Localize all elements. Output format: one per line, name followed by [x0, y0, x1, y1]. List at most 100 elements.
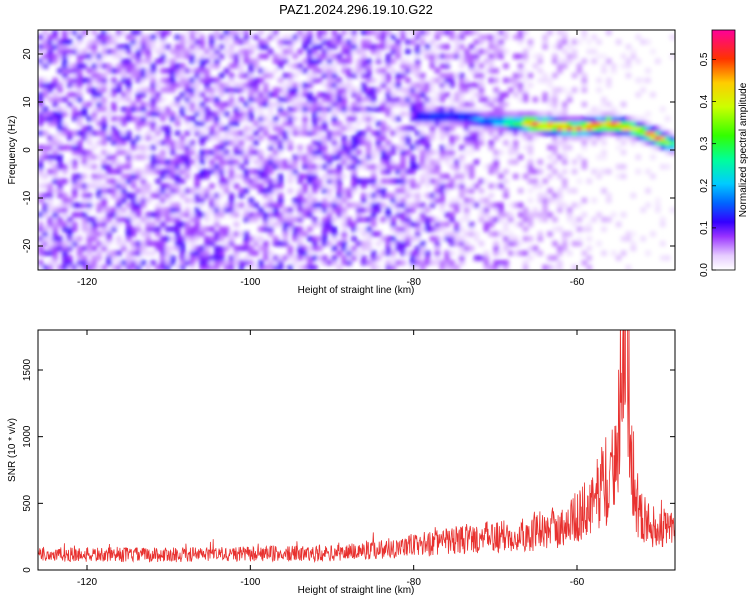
heatmap-cell [268, 106, 274, 112]
heatmap-cell [571, 202, 578, 208]
heatmap-cell [503, 140, 509, 146]
heatmap-cell [52, 236, 58, 242]
heatmap-cell [444, 231, 450, 237]
heatmap-cell [405, 96, 411, 103]
heatmap-cell [390, 264, 396, 270]
heatmap-cell [307, 236, 313, 242]
heatmap-cell [184, 255, 191, 261]
heatmap-cell [62, 120, 68, 127]
heatmap-cell [415, 53, 421, 60]
heatmap-cell [238, 260, 245, 266]
heatmap-cell [282, 164, 289, 170]
heatmap-cell [664, 116, 671, 122]
heatmap-cell [238, 39, 245, 45]
heatmap-cell [488, 144, 494, 151]
heatmap-cell [434, 240, 441, 247]
heatmap-cell [96, 72, 102, 79]
heatmap-cell [81, 226, 88, 232]
heatmap-cell [199, 72, 205, 79]
heatmap-cell [429, 236, 436, 242]
heatmap-cell [277, 255, 284, 261]
heatmap-cell [346, 192, 352, 199]
heatmap-cell [390, 260, 396, 266]
heatmap-cell [125, 255, 132, 261]
heatmap-cell [170, 101, 176, 108]
heatmap-cell [170, 72, 176, 79]
heatmap-cell [47, 87, 53, 93]
heatmap-cell [233, 255, 240, 261]
heatmap-cell [86, 101, 93, 108]
heatmap-cell [135, 53, 142, 60]
heatmap-cell [248, 212, 254, 218]
heatmap-cell [307, 34, 313, 40]
heatmap-cell [155, 212, 161, 218]
heatmap-cell [214, 53, 220, 60]
heatmap-cell [366, 144, 372, 151]
heatmap-cell [346, 255, 352, 261]
heatmap-cell [223, 168, 230, 175]
heatmap-cell [464, 111, 470, 117]
heatmap-cell [258, 154, 264, 160]
heatmap-cell [52, 221, 58, 228]
heatmap-cell [527, 130, 534, 136]
heatmap-cell [111, 34, 117, 40]
heatmap-cell [478, 125, 485, 132]
heatmap-cell [517, 34, 524, 40]
heatmap-cell [125, 130, 132, 136]
heatmap-cell [508, 111, 514, 117]
heatmap-cell [76, 63, 83, 69]
heatmap-cell [130, 240, 137, 247]
heatmap-cell [366, 96, 372, 103]
heatmap-cell [331, 120, 338, 127]
heatmap-cell [170, 188, 176, 194]
heatmap-cell [606, 197, 612, 204]
heatmap-cell [380, 236, 387, 242]
heatmap-cell [111, 53, 117, 60]
heatmap-cell [38, 221, 44, 228]
heatmap-cell [258, 207, 264, 213]
heatmap-cell [390, 250, 396, 256]
heatmap-cell [174, 231, 181, 237]
heatmap-cell [351, 164, 357, 170]
heatmap-cell [116, 48, 122, 55]
heatmap-cell [611, 250, 617, 256]
heatmap-cell [336, 212, 343, 218]
heatmap-cell [650, 92, 656, 98]
heatmap-cell [140, 245, 147, 252]
heatmap-cell [194, 226, 200, 232]
heatmap-cell [473, 202, 480, 208]
heatmap-cell [503, 212, 509, 218]
heatmap-cell [233, 260, 240, 266]
heatmap-cell [307, 30, 313, 36]
heatmap-cell [552, 96, 558, 103]
heatmap-cell [238, 116, 245, 122]
heatmap-cell [160, 154, 166, 160]
heatmap-cell [419, 164, 426, 170]
heatmap-cell [312, 188, 318, 194]
heatmap-cell [635, 154, 641, 160]
heatmap-cell [581, 72, 588, 79]
heatmap-cell [287, 221, 294, 228]
heatmap-cell [106, 48, 112, 55]
heatmap-cell [81, 183, 88, 189]
heatmap-cell [620, 53, 627, 60]
heatmap-cell [76, 111, 83, 117]
heatmap-cell [439, 77, 445, 84]
heatmap-cell [277, 212, 284, 218]
heatmap-cell [174, 207, 181, 213]
heatmap-cell [576, 226, 583, 232]
heatmap-cell [449, 149, 455, 156]
heatmap-cell [434, 30, 441, 36]
heatmap-cell [282, 82, 289, 88]
heatmap-cell [312, 68, 318, 74]
heatmap-cell [356, 178, 362, 184]
heatmap-cell [101, 30, 107, 36]
heatmap-cell [248, 144, 254, 151]
heatmap-cell [62, 53, 68, 60]
heatmap-cell [189, 226, 196, 232]
heatmap-cell [517, 120, 524, 127]
heatmap-cell [160, 245, 166, 252]
heatmap-cell [331, 53, 338, 60]
heatmap-cell [405, 188, 411, 194]
heatmap-cell [121, 245, 127, 252]
